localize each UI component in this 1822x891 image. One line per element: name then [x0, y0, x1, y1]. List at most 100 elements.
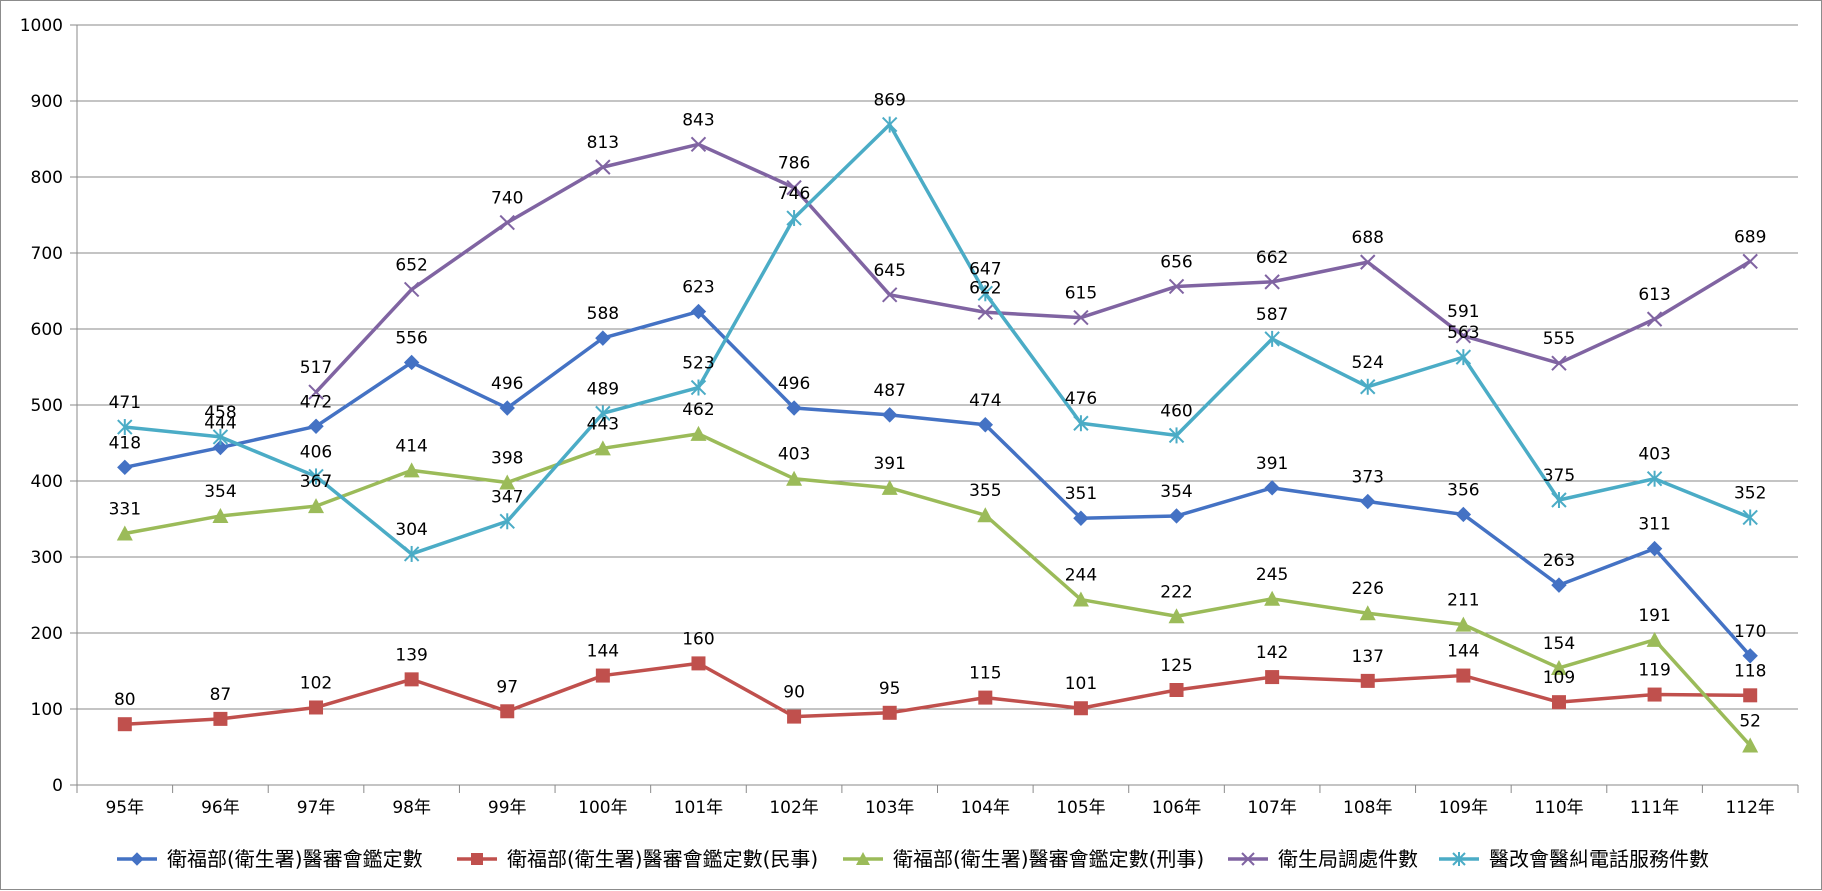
- x-tick-label: 96年: [201, 798, 240, 818]
- data-point: [977, 304, 994, 320]
- data-point: [499, 214, 515, 231]
- data-point: [1072, 591, 1089, 607]
- data-point: [308, 468, 324, 485]
- y-tick-label: 100: [31, 700, 63, 720]
- data-point: [1455, 506, 1472, 523]
- data-label: 356: [1447, 480, 1479, 500]
- y-tick-label: 500: [31, 396, 63, 416]
- data-point: [308, 384, 324, 400]
- data-label: 109: [1543, 668, 1575, 688]
- data-point: [595, 668, 610, 683]
- data-point: [691, 656, 706, 671]
- data-label: 144: [587, 642, 619, 662]
- data-label: 458: [204, 403, 236, 423]
- x-tick-label: 110年: [1534, 798, 1583, 818]
- data-label: 652: [395, 255, 427, 275]
- data-label: 563: [1447, 323, 1479, 343]
- data-label: 472: [300, 392, 332, 412]
- legend-label: 醫改會醫糾電話服務件數: [1489, 847, 1709, 871]
- data-point: [1455, 349, 1472, 366]
- data-point: [1551, 577, 1567, 593]
- data-label: 740: [491, 189, 523, 209]
- data-point: [594, 440, 611, 456]
- data-point: [1360, 673, 1375, 688]
- series-line: [124, 661, 1751, 726]
- data-point: [690, 303, 707, 320]
- data-label: 101: [1065, 674, 1097, 694]
- data-label: 556: [395, 328, 427, 348]
- data-point: [117, 419, 133, 436]
- data-label: 615: [1065, 284, 1097, 304]
- data-point: [1168, 427, 1185, 444]
- data-point: [1264, 274, 1280, 290]
- data-label: 418: [109, 433, 141, 453]
- data-label: 52: [1739, 711, 1761, 731]
- data-label: 331: [109, 499, 141, 519]
- data-labels-series-1: 418 444 472 556 496 588 623 496 487 474 351 354 391 3…: [109, 278, 1767, 642]
- legend: 衛福部(衛生署)醫審會鑑定數 衛福部(衛生署)醫審會鑑定數(民事) 衛福部(衛生署)…: [117, 847, 1709, 871]
- data-label: 623: [682, 278, 714, 298]
- data-point: [786, 470, 803, 486]
- series-line: [124, 122, 1751, 556]
- x-tick-label: 98年: [392, 798, 431, 818]
- data-label: 843: [682, 110, 714, 130]
- data-point: [116, 525, 133, 541]
- data-label: 647: [969, 259, 1001, 279]
- data-label: 118: [1734, 661, 1766, 681]
- data-label: 144: [1447, 642, 1479, 662]
- data-point: [1359, 605, 1376, 621]
- legend-item: 衛福部(衛生署)醫審會鑑定數(民事): [457, 847, 818, 871]
- y-tick-label: 600: [31, 320, 63, 340]
- x-tick-label: 104年: [961, 798, 1010, 818]
- data-point: [1646, 470, 1663, 487]
- data-point: [1360, 493, 1376, 510]
- data-point: [881, 116, 898, 133]
- data-label: 587: [1256, 305, 1288, 325]
- x-axis-ticks: 95年 96年 97年 98年 99年 100年 101年 102年 103年 104年 105年 1…: [70, 24, 1799, 818]
- data-label: 263: [1543, 551, 1575, 571]
- data-point: [786, 210, 802, 227]
- data-point: [856, 852, 870, 865]
- series-1: [117, 303, 1758, 664]
- y-tick-label: 700: [31, 244, 63, 264]
- data-point: [117, 459, 133, 476]
- series-5: [117, 116, 1758, 562]
- data-labels-series-2: 80 87 102 139 97 144 160 90 95 115 101 125 142 137 144…: [114, 629, 1766, 710]
- series-line: [124, 309, 1752, 657]
- data-label: 471: [109, 393, 141, 413]
- x-tick-label: 101年: [674, 798, 723, 818]
- data-label: 170: [1734, 622, 1766, 642]
- data-label: 97: [496, 677, 518, 697]
- data-point: [786, 179, 802, 196]
- data-point: [213, 711, 228, 726]
- data-label: 244: [1065, 566, 1097, 586]
- data-point: [117, 717, 132, 732]
- gridlines: 0 100 200 300 400 500 600 700 800 900 1000: [20, 16, 1798, 796]
- legend-item: 衛福部(衛生署)醫審會鑑定數: [117, 847, 423, 871]
- y-tick-label: 800: [31, 168, 63, 188]
- data-point: [212, 428, 229, 445]
- data-point: [595, 159, 611, 175]
- y-tick-label: 1000: [20, 16, 63, 36]
- legend-item: 醫改會醫糾電話服務件數: [1439, 847, 1709, 871]
- data-point: [881, 287, 898, 303]
- data-label: 444: [204, 414, 236, 434]
- data-point: [1168, 608, 1185, 624]
- data-label: 645: [873, 261, 905, 281]
- data-label: 304: [395, 520, 427, 540]
- data-label: 125: [1160, 656, 1192, 676]
- data-label: 398: [491, 449, 523, 469]
- data-point: [1455, 616, 1472, 632]
- series-line: [314, 142, 1752, 394]
- data-point: [1551, 695, 1566, 710]
- data-label: 524: [1352, 353, 1384, 373]
- data-point: [403, 354, 420, 371]
- data-labels-series-5: 471 458 406 304 347 489 523 746 869 647 476 460 587 5…: [109, 91, 1767, 540]
- data-label: 154: [1543, 634, 1575, 654]
- x-tick-label: 95年: [105, 798, 144, 818]
- data-label: 662: [1256, 248, 1288, 268]
- data-label: 347: [491, 487, 523, 507]
- data-point: [690, 425, 707, 441]
